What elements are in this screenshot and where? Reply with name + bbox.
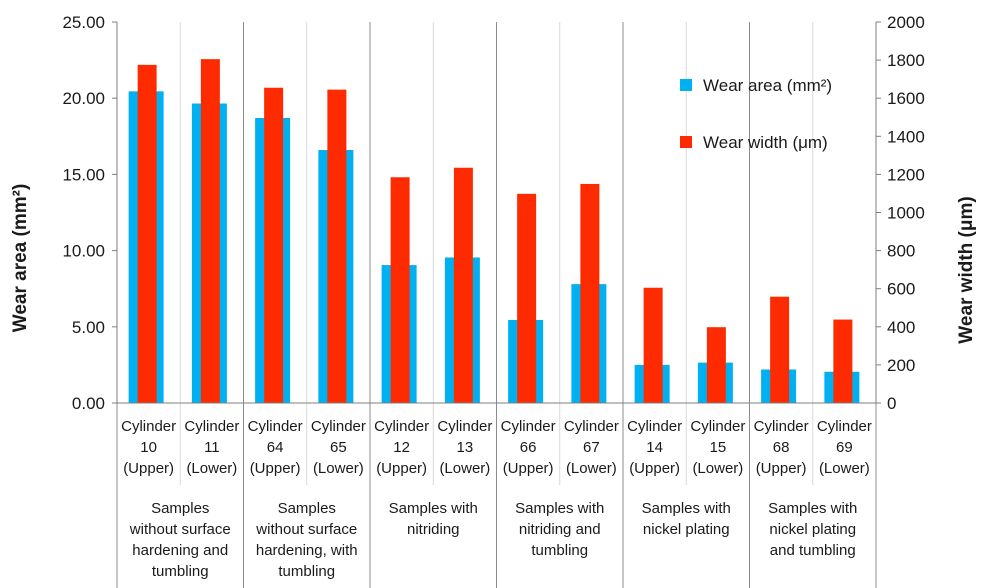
category-label: Cylinder <box>627 418 682 435</box>
left-y-ticks: 0.00 5.00 10.00 15.00 20.00 25.00 <box>62 13 117 413</box>
left-tick-label: 15.00 <box>62 165 105 184</box>
category-label: Cylinder <box>311 418 366 435</box>
category-label: 14 <box>646 439 663 456</box>
bar-wear-width <box>517 193 537 403</box>
category-label: 10 <box>140 439 157 456</box>
right-tick-label: 1600 <box>887 89 925 108</box>
group-label: tumbling <box>278 563 335 580</box>
legend: Wear area (mm²) Wear width (μm) <box>680 76 832 152</box>
category-label: (Lower) <box>439 460 490 477</box>
category-label: 69 <box>836 439 853 456</box>
bar-marks <box>128 59 860 404</box>
category-label: (Lower) <box>819 460 870 477</box>
bar-wear-width <box>327 89 347 403</box>
category-label: Cylinder <box>817 418 872 435</box>
category-label: (Upper) <box>123 460 174 477</box>
bar-wear-width <box>770 296 790 403</box>
category-label: Cylinder <box>184 418 239 435</box>
category-label: (Lower) <box>566 460 617 477</box>
group-label: nickel plating <box>643 521 730 538</box>
category-label: 64 <box>267 439 284 456</box>
bar-wear-width <box>643 287 663 403</box>
vertical-separators <box>116 22 877 588</box>
legend-label-wear-width: Wear width (μm) <box>703 133 828 152</box>
category-label: (Upper) <box>629 460 680 477</box>
category-label: 12 <box>393 439 410 456</box>
category-label: Cylinder <box>690 418 745 435</box>
legend-label-wear-area: Wear area (mm²) <box>703 76 832 95</box>
category-label: 66 <box>520 439 537 456</box>
bar-wear-width <box>706 327 726 403</box>
category-label: (Lower) <box>692 460 743 477</box>
bar-wear-width <box>200 59 220 404</box>
category-label: (Upper) <box>250 460 301 477</box>
right-tick-label: 400 <box>887 318 915 337</box>
bar-wear-width <box>833 319 853 403</box>
category-label: Cylinder <box>121 418 176 435</box>
category-label: 13 <box>457 439 474 456</box>
category-label: 65 <box>330 439 347 456</box>
group-label: Samples <box>151 500 209 517</box>
group-label: Samples with <box>389 500 478 517</box>
bar-wear-width <box>264 87 284 403</box>
category-label: Cylinder <box>501 418 556 435</box>
bar-wear-width <box>390 177 410 403</box>
group-label: nitriding <box>407 521 460 538</box>
legend-swatch-wear-width <box>680 136 692 148</box>
category-label: 67 <box>583 439 600 456</box>
category-label: Cylinder <box>754 418 809 435</box>
left-tick-label: 0.00 <box>72 394 105 413</box>
group-labels: Samples without surface hardening and tumbl… <box>129 500 858 580</box>
group-label: hardening and <box>132 542 228 559</box>
group-label: tumbling <box>531 542 588 559</box>
category-label: (Lower) <box>313 460 364 477</box>
group-label: Samples with <box>642 500 731 517</box>
category-label: (Upper) <box>756 460 807 477</box>
category-labels: Cylinder 10 (Upper) Cylinder 11 (Lower) Cylind… <box>121 418 872 477</box>
category-label: (Upper) <box>503 460 554 477</box>
group-label: nitriding and <box>519 521 601 538</box>
group-label: nickel plating <box>769 521 856 538</box>
category-label: 15 <box>710 439 727 456</box>
right-tick-label: 0 <box>887 394 896 413</box>
right-tick-label: 1000 <box>887 204 925 223</box>
group-label: without surface <box>129 521 231 538</box>
category-label: 11 <box>204 439 220 456</box>
right-tick-label: 1200 <box>887 165 925 184</box>
bar-wear-width <box>137 64 157 404</box>
category-label: (Lower) <box>186 460 237 477</box>
right-tick-label: 800 <box>887 242 915 261</box>
bar-wear-width <box>453 167 473 403</box>
category-label: 68 <box>773 439 790 456</box>
left-tick-label: 25.00 <box>62 13 105 32</box>
category-label: (Upper) <box>376 460 427 477</box>
category-label: Cylinder <box>248 418 303 435</box>
group-label: Samples <box>278 500 336 517</box>
group-label: and tumbling <box>770 542 856 559</box>
right-tick-label: 600 <box>887 280 915 299</box>
right-tick-label: 1400 <box>887 127 925 146</box>
group-label: Samples with <box>515 500 604 517</box>
group-label: hardening, with <box>256 542 358 559</box>
left-tick-label: 5.00 <box>72 318 105 337</box>
right-tick-label: 2000 <box>887 13 925 32</box>
category-label: Cylinder <box>564 418 619 435</box>
right-axis-title: Wear width (μm) <box>956 196 977 343</box>
group-label: Samples with <box>768 500 857 517</box>
left-tick-label: 10.00 <box>62 242 105 261</box>
bar-wear-width <box>580 183 600 403</box>
left-tick-label: 20.00 <box>62 89 105 108</box>
legend-swatch-wear-area <box>680 79 692 91</box>
category-label: Cylinder <box>437 418 492 435</box>
category-label: Cylinder <box>374 418 429 435</box>
right-tick-label: 1800 <box>887 51 925 70</box>
left-axis-title: Wear area (mm²) <box>10 184 31 333</box>
right-tick-label: 200 <box>887 356 915 375</box>
group-label: without surface <box>255 521 357 538</box>
right-y-ticks: 0 200 400 600 800 1000 1200 1400 1600 1800 2000 <box>876 13 925 413</box>
group-label: tumbling <box>152 563 209 580</box>
